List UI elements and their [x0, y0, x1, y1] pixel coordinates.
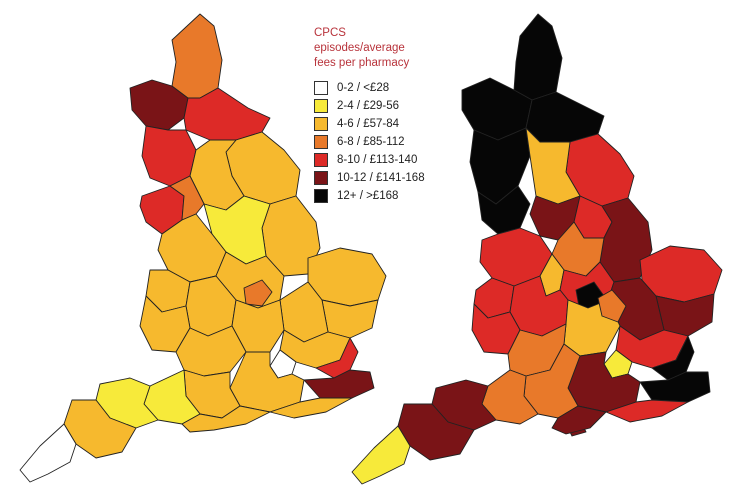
- region-sussex: [605, 399, 689, 423]
- legend-label: 4-6 / £57-84: [337, 118, 400, 130]
- region-dorset: [181, 405, 271, 433]
- legend-item: 4-6 / £57-84: [314, 115, 474, 133]
- region-north-east: [525, 91, 605, 143]
- legend-label: 10-12 / £141-168: [337, 172, 425, 184]
- legend-item: 2-4 / £29-56: [314, 97, 474, 115]
- legend-label: 0-2 / <£28: [337, 82, 390, 94]
- region-kent: [639, 371, 711, 403]
- legend-label: 6-8 / £85-112: [337, 136, 405, 148]
- legend-title-line-2: fees per pharmacy: [314, 57, 410, 69]
- region-merseyside: [477, 185, 531, 235]
- legend-swatch: [314, 99, 328, 113]
- region-northumberland: [513, 13, 563, 101]
- legend-swatch: [314, 189, 328, 203]
- region-northumberland: [171, 13, 223, 99]
- region-bucks: [597, 289, 627, 323]
- legend-list: 0-2 / <£28 2-4 / £29-56 4-6 / £57-84 6-8…: [314, 79, 474, 205]
- legend-item: 6-8 / £85-112: [314, 133, 474, 151]
- legend-swatch: [314, 171, 328, 185]
- legend-swatch: [314, 135, 328, 149]
- legend-label: 8-10 / £113-140: [337, 154, 418, 166]
- region-dorset: [551, 405, 607, 435]
- legend-item: 12+ / >£168: [314, 187, 474, 205]
- legend-label: 2-4 / £29-56: [337, 100, 400, 112]
- legend-swatch: [314, 117, 328, 131]
- region-leicester: [243, 279, 273, 307]
- cpcs-episodes-map: [19, 13, 387, 483]
- legend-swatch: [314, 153, 328, 167]
- legend-title: CPCS episodes/average fees per pharmacy: [314, 26, 434, 71]
- map-legend: CPCS episodes/average fees per pharmacy …: [314, 26, 474, 205]
- legend-swatch: [314, 81, 328, 95]
- legend-item: 0-2 / <£28: [314, 79, 474, 97]
- region-cornwall: [351, 425, 411, 485]
- average-fees-map: [351, 13, 723, 485]
- legend-label: 12+ / >£168: [337, 190, 399, 202]
- region-cornwall: [19, 423, 77, 483]
- region-sussex: [269, 397, 353, 419]
- legend-item: 10-12 / £141-168: [314, 169, 474, 187]
- legend-item: 8-10 / £113-140: [314, 151, 474, 169]
- legend-title-line-1: CPCS episodes/average: [314, 27, 405, 54]
